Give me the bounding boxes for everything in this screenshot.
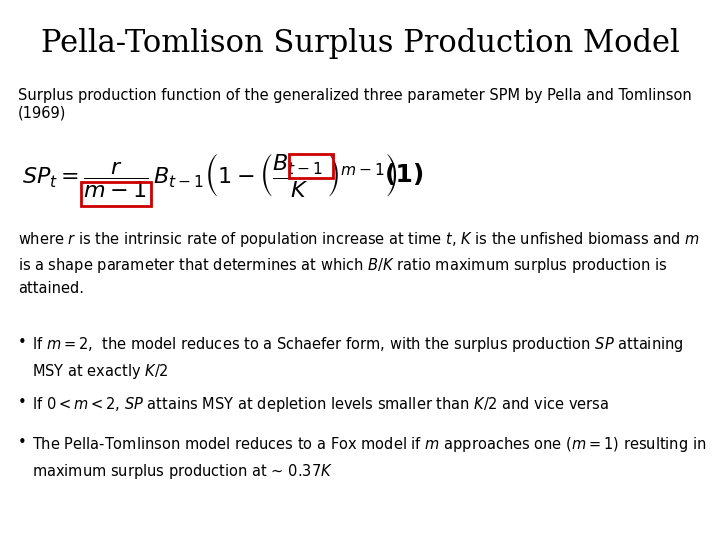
Text: Surplus production function of the generalized three parameter SPM by Pella and : Surplus production function of the gener…: [18, 88, 692, 120]
Text: where $r$ is the intrinsic rate of population increase at time $t$, $K$ is the u: where $r$ is the intrinsic rate of popul…: [18, 230, 700, 296]
Text: •: •: [18, 395, 27, 410]
Text: (1): (1): [385, 163, 426, 187]
Text: $SP_t = \dfrac{r}{m-1} \, B_{t-1} \left(1 - \left(\dfrac{B_{t-1}}{K}\right)^{m-1: $SP_t = \dfrac{r}{m-1} \, B_{t-1} \left(…: [22, 151, 398, 199]
Text: If $m = 2$,  the model reduces to a Schaefer form, with the surplus production $: If $m = 2$, the model reduces to a Schae…: [32, 335, 683, 381]
Text: Pella-Tomlison Surplus Production Model: Pella-Tomlison Surplus Production Model: [40, 28, 680, 59]
Text: •: •: [18, 335, 27, 350]
Text: •: •: [18, 435, 27, 450]
Text: The Pella-Tomlinson model reduces to a Fox model if $m$ approaches one ($m=1$) r: The Pella-Tomlinson model reduces to a F…: [32, 435, 706, 481]
Text: If $0 < m < 2$, $SP$ attains MSY at depletion levels smaller than $K/2$ and vice: If $0 < m < 2$, $SP$ attains MSY at depl…: [32, 395, 609, 414]
